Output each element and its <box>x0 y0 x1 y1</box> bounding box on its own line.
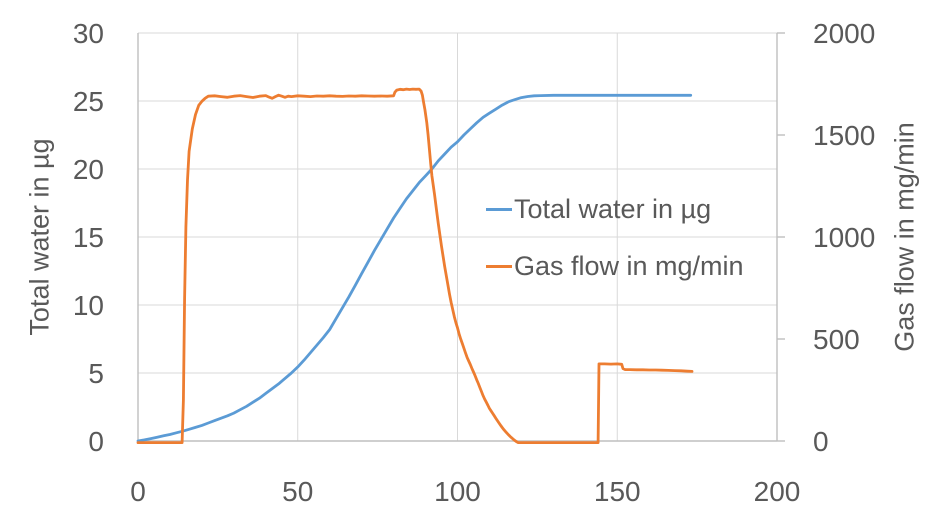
left-axis-title: Total water in µg <box>24 138 55 336</box>
series-line-gas-flow <box>136 87 694 445</box>
legend-label-total-water: Total water in µg <box>514 193 712 224</box>
legend-item-gas-flow: Gas flow in mg/min <box>486 249 744 283</box>
x-tick-label: 200 <box>754 476 801 507</box>
left-tick-label: 20 <box>73 154 104 185</box>
x-tick-label: 150 <box>594 476 641 507</box>
left-tick-label: 0 <box>88 426 104 457</box>
left-tick-label: 5 <box>88 358 104 389</box>
right-tick-label: 1000 <box>813 222 875 253</box>
legend-marker-gas-flow <box>486 264 512 268</box>
right-axis-title: Gas flow in mg/min <box>889 122 920 352</box>
right-tick-label: 1500 <box>813 120 875 151</box>
left-tick-label: 30 <box>73 18 104 49</box>
x-tick-label: 50 <box>282 476 313 507</box>
left-tick-label: 25 <box>73 86 104 117</box>
left-tick-label: 10 <box>73 290 104 321</box>
left-tick-label: 15 <box>73 222 104 253</box>
legend-marker-total-water <box>486 207 512 211</box>
legend: Total water in µg Gas flow in mg/min <box>486 192 744 306</box>
right-tick-label: 500 <box>813 324 860 355</box>
series-line-total-water <box>136 93 693 443</box>
x-tick-label: 100 <box>434 476 481 507</box>
legend-item-total-water: Total water in µg <box>486 192 744 226</box>
right-tick-label: 2000 <box>813 18 875 49</box>
right-tick-label: 0 <box>813 426 829 457</box>
x-tick-label: 0 <box>130 476 146 507</box>
legend-label-gas-flow: Gas flow in mg/min <box>514 250 744 281</box>
